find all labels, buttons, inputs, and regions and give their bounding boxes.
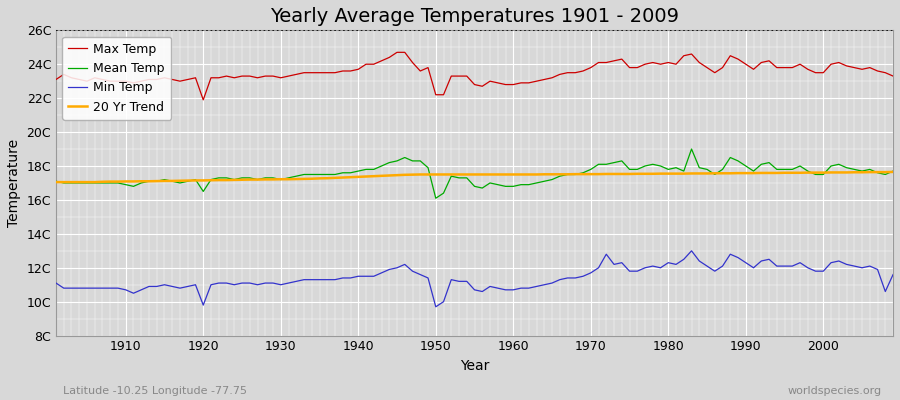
- 20 Yr Trend: [601, 172, 612, 176]
- Min Temp: [508, 288, 518, 292]
- Min Temp: [686, 248, 697, 253]
- Mean Temp: [430, 196, 441, 201]
- Line: 20 Yr Trend: 20 Yr Trend: [56, 172, 893, 182]
- 20 Yr Trend: [284, 177, 294, 182]
- Text: worldspecies.org: worldspecies.org: [788, 386, 882, 396]
- Max Temp: [524, 80, 535, 85]
- Min Temp: [608, 262, 619, 267]
- Max Temp: [887, 74, 898, 78]
- 20 Yr Trend: [500, 172, 511, 177]
- Text: Latitude -10.25 Longitude -77.75: Latitude -10.25 Longitude -77.75: [63, 386, 247, 396]
- X-axis label: Year: Year: [460, 359, 490, 373]
- Max Temp: [198, 98, 209, 102]
- Max Temp: [112, 79, 123, 84]
- Mean Temp: [887, 169, 898, 174]
- Legend: Max Temp, Mean Temp, Min Temp, 20 Yr Trend: Max Temp, Mean Temp, Min Temp, 20 Yr Tre…: [62, 36, 171, 120]
- Min Temp: [430, 304, 441, 309]
- 20 Yr Trend: [887, 170, 898, 174]
- 20 Yr Trend: [50, 180, 61, 184]
- Mean Temp: [686, 147, 697, 152]
- Mean Temp: [516, 182, 526, 187]
- Max Temp: [50, 77, 61, 82]
- Title: Yearly Average Temperatures 1901 - 2009: Yearly Average Temperatures 1901 - 2009: [270, 7, 679, 26]
- Mean Temp: [608, 160, 619, 165]
- Mean Temp: [50, 179, 61, 184]
- Mean Temp: [508, 184, 518, 189]
- 20 Yr Trend: [508, 172, 518, 177]
- Max Temp: [338, 68, 348, 73]
- Min Temp: [329, 277, 340, 282]
- Mean Temp: [112, 180, 123, 185]
- Max Temp: [616, 57, 627, 62]
- Max Temp: [516, 80, 526, 85]
- Max Temp: [291, 72, 302, 77]
- Mean Temp: [284, 176, 294, 180]
- Min Temp: [887, 272, 898, 277]
- 20 Yr Trend: [329, 176, 340, 180]
- Line: Mean Temp: Mean Temp: [56, 149, 893, 198]
- Min Temp: [284, 281, 294, 286]
- Line: Max Temp: Max Temp: [56, 52, 893, 100]
- Y-axis label: Temperature: Temperature: [7, 139, 21, 227]
- Mean Temp: [329, 172, 340, 177]
- Line: Min Temp: Min Temp: [56, 251, 893, 307]
- Max Temp: [392, 50, 402, 55]
- Min Temp: [112, 286, 123, 290]
- Min Temp: [516, 286, 526, 290]
- Min Temp: [50, 281, 61, 286]
- 20 Yr Trend: [112, 179, 123, 184]
